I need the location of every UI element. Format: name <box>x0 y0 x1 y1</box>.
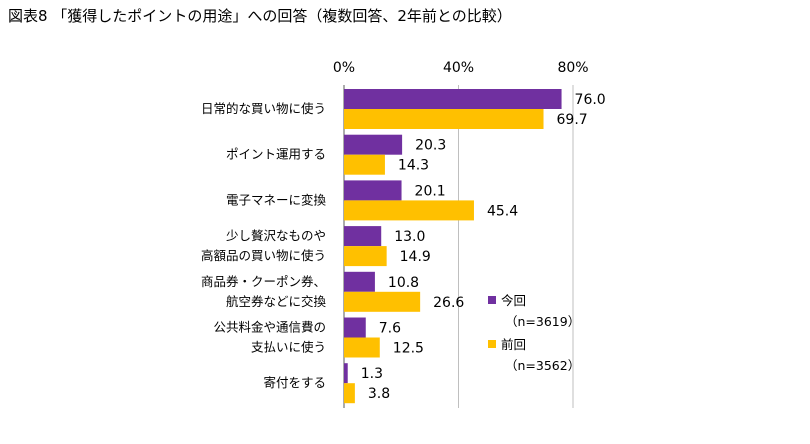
category-label: 少し贅沢なものや <box>226 228 326 243</box>
legend-swatch-current <box>488 296 496 304</box>
data-label: 14.9 <box>400 249 431 265</box>
data-label: 20.1 <box>415 183 446 199</box>
data-label: 3.8 <box>368 386 390 402</box>
category-label: 日常的な買い物に使う <box>201 101 326 116</box>
legend-sample-size: （n=3562） <box>505 358 580 373</box>
bar-previous <box>344 383 355 404</box>
category-label: 航空券などに交換 <box>226 294 327 309</box>
bar-previous <box>344 200 474 221</box>
data-label: 1.3 <box>361 366 383 382</box>
data-label: 12.5 <box>393 341 424 357</box>
data-label: 7.6 <box>379 321 401 337</box>
bar-previous <box>344 337 380 358</box>
category-label: 支払いに使う <box>251 340 326 355</box>
bar-current <box>344 363 348 384</box>
bar-current <box>344 226 382 247</box>
category-label: 商品券・クーポン券、 <box>201 274 326 289</box>
bar-current <box>344 180 402 201</box>
category-label: 電子マネーに変換 <box>226 192 327 207</box>
chart-title: 図表8 「獲得したポイントの用途」への回答（複数回答、2年前との比較） <box>8 7 512 25</box>
bar-previous <box>344 246 387 267</box>
data-label: 69.7 <box>557 112 588 128</box>
legend-label: 前回 <box>501 337 526 352</box>
bar-current <box>344 89 562 109</box>
data-label: 26.6 <box>433 295 464 311</box>
category-label: 公共料金や通信費の <box>213 320 326 335</box>
bar-current <box>344 134 403 155</box>
category-label: 寄付をする <box>263 375 326 390</box>
data-label: 10.8 <box>388 275 419 291</box>
bar-previous <box>344 109 544 129</box>
data-label: 20.3 <box>415 138 446 154</box>
data-label: 45.4 <box>487 203 518 219</box>
x-tick-label: 40% <box>443 60 474 76</box>
bar-current <box>344 271 375 292</box>
legend-label: 今回 <box>501 293 526 308</box>
data-label: 13.0 <box>394 229 425 245</box>
bar-previous <box>344 291 421 312</box>
data-label: 14.3 <box>398 158 429 174</box>
legend-swatch-previous <box>488 340 496 348</box>
x-tick-label: 0% <box>333 60 355 76</box>
bar-current <box>344 317 366 338</box>
category-label: ポイント運用する <box>226 147 326 162</box>
bar-previous <box>344 154 385 175</box>
category-label: 高額品の買い物に使う <box>201 248 326 263</box>
x-tick-label: 80% <box>557 60 588 76</box>
data-label: 76.0 <box>575 92 606 108</box>
legend-sample-size: （n=3619） <box>505 314 580 329</box>
